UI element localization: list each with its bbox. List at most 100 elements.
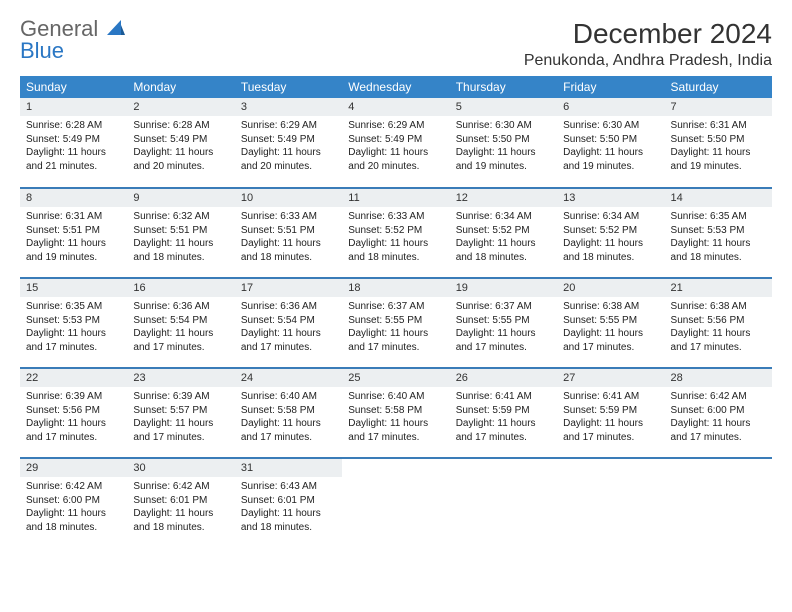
day-number: 10 — [235, 189, 342, 207]
day-cell — [665, 458, 772, 548]
day-cell: 8Sunrise: 6:31 AMSunset: 5:51 PMDaylight… — [20, 188, 127, 278]
day-cell: 11Sunrise: 6:33 AMSunset: 5:52 PMDayligh… — [342, 188, 449, 278]
day-cell: 4Sunrise: 6:29 AMSunset: 5:49 PMDaylight… — [342, 98, 449, 188]
day-data: Sunrise: 6:40 AMSunset: 5:58 PMDaylight:… — [235, 387, 342, 450]
day-number: 2 — [127, 98, 234, 116]
day-number: 13 — [557, 189, 664, 207]
day-cell: 29Sunrise: 6:42 AMSunset: 6:00 PMDayligh… — [20, 458, 127, 548]
day-data: Sunrise: 6:33 AMSunset: 5:51 PMDaylight:… — [235, 207, 342, 270]
day-number: 5 — [450, 98, 557, 116]
day-number: 30 — [127, 459, 234, 477]
weekday-header: Monday — [127, 76, 234, 98]
day-number: 21 — [665, 279, 772, 297]
day-data: Sunrise: 6:34 AMSunset: 5:52 PMDaylight:… — [557, 207, 664, 270]
day-number: 12 — [450, 189, 557, 207]
day-number: 17 — [235, 279, 342, 297]
day-data: Sunrise: 6:37 AMSunset: 5:55 PMDaylight:… — [342, 297, 449, 360]
day-data: Sunrise: 6:36 AMSunset: 5:54 PMDaylight:… — [235, 297, 342, 360]
day-cell: 15Sunrise: 6:35 AMSunset: 5:53 PMDayligh… — [20, 278, 127, 368]
day-number: 26 — [450, 369, 557, 387]
day-data: Sunrise: 6:28 AMSunset: 5:49 PMDaylight:… — [127, 116, 234, 179]
day-number: 9 — [127, 189, 234, 207]
day-cell: 19Sunrise: 6:37 AMSunset: 5:55 PMDayligh… — [450, 278, 557, 368]
day-cell: 18Sunrise: 6:37 AMSunset: 5:55 PMDayligh… — [342, 278, 449, 368]
day-data: Sunrise: 6:39 AMSunset: 5:57 PMDaylight:… — [127, 387, 234, 450]
day-cell: 2Sunrise: 6:28 AMSunset: 5:49 PMDaylight… — [127, 98, 234, 188]
day-cell: 27Sunrise: 6:41 AMSunset: 5:59 PMDayligh… — [557, 368, 664, 458]
day-cell: 28Sunrise: 6:42 AMSunset: 6:00 PMDayligh… — [665, 368, 772, 458]
day-cell: 17Sunrise: 6:36 AMSunset: 5:54 PMDayligh… — [235, 278, 342, 368]
day-number: 3 — [235, 98, 342, 116]
day-cell: 31Sunrise: 6:43 AMSunset: 6:01 PMDayligh… — [235, 458, 342, 548]
day-cell — [557, 458, 664, 548]
day-cell: 6Sunrise: 6:30 AMSunset: 5:50 PMDaylight… — [557, 98, 664, 188]
day-cell: 24Sunrise: 6:40 AMSunset: 5:58 PMDayligh… — [235, 368, 342, 458]
day-number: 6 — [557, 98, 664, 116]
weekday-header: Friday — [557, 76, 664, 98]
day-number: 22 — [20, 369, 127, 387]
day-data: Sunrise: 6:38 AMSunset: 5:56 PMDaylight:… — [665, 297, 772, 360]
day-cell: 13Sunrise: 6:34 AMSunset: 5:52 PMDayligh… — [557, 188, 664, 278]
day-cell: 23Sunrise: 6:39 AMSunset: 5:57 PMDayligh… — [127, 368, 234, 458]
day-data: Sunrise: 6:30 AMSunset: 5:50 PMDaylight:… — [450, 116, 557, 179]
calendar-body: 1Sunrise: 6:28 AMSunset: 5:49 PMDaylight… — [20, 98, 772, 548]
day-number: 15 — [20, 279, 127, 297]
day-data: Sunrise: 6:31 AMSunset: 5:50 PMDaylight:… — [665, 116, 772, 179]
calendar-head: SundayMondayTuesdayWednesdayThursdayFrid… — [20, 76, 772, 98]
day-number: 1 — [20, 98, 127, 116]
day-cell — [450, 458, 557, 548]
day-cell: 25Sunrise: 6:40 AMSunset: 5:58 PMDayligh… — [342, 368, 449, 458]
calendar-table: SundayMondayTuesdayWednesdayThursdayFrid… — [20, 76, 772, 548]
day-data: Sunrise: 6:40 AMSunset: 5:58 PMDaylight:… — [342, 387, 449, 450]
logo-word-blue: Blue — [20, 38, 64, 63]
day-number: 7 — [665, 98, 772, 116]
day-data: Sunrise: 6:30 AMSunset: 5:50 PMDaylight:… — [557, 116, 664, 179]
day-number: 19 — [450, 279, 557, 297]
day-data: Sunrise: 6:36 AMSunset: 5:54 PMDaylight:… — [127, 297, 234, 360]
sail-icon — [107, 18, 125, 40]
day-number: 18 — [342, 279, 449, 297]
weekday-header: Saturday — [665, 76, 772, 98]
day-number: 27 — [557, 369, 664, 387]
day-data: Sunrise: 6:29 AMSunset: 5:49 PMDaylight:… — [235, 116, 342, 179]
day-cell: 9Sunrise: 6:32 AMSunset: 5:51 PMDaylight… — [127, 188, 234, 278]
day-cell: 20Sunrise: 6:38 AMSunset: 5:55 PMDayligh… — [557, 278, 664, 368]
day-data: Sunrise: 6:28 AMSunset: 5:49 PMDaylight:… — [20, 116, 127, 179]
day-number: 25 — [342, 369, 449, 387]
day-number: 4 — [342, 98, 449, 116]
month-title: December 2024 — [524, 18, 772, 50]
day-data: Sunrise: 6:35 AMSunset: 5:53 PMDaylight:… — [665, 207, 772, 270]
day-number: 20 — [557, 279, 664, 297]
day-data: Sunrise: 6:31 AMSunset: 5:51 PMDaylight:… — [20, 207, 127, 270]
day-number: 24 — [235, 369, 342, 387]
day-data: Sunrise: 6:42 AMSunset: 6:00 PMDaylight:… — [665, 387, 772, 450]
day-number: 29 — [20, 459, 127, 477]
title-block: December 2024 Penukonda, Andhra Pradesh,… — [524, 18, 772, 70]
day-cell: 3Sunrise: 6:29 AMSunset: 5:49 PMDaylight… — [235, 98, 342, 188]
day-cell: 7Sunrise: 6:31 AMSunset: 5:50 PMDaylight… — [665, 98, 772, 188]
day-data: Sunrise: 6:29 AMSunset: 5:49 PMDaylight:… — [342, 116, 449, 179]
day-data: Sunrise: 6:32 AMSunset: 5:51 PMDaylight:… — [127, 207, 234, 270]
day-cell — [342, 458, 449, 548]
day-cell: 1Sunrise: 6:28 AMSunset: 5:49 PMDaylight… — [20, 98, 127, 188]
day-data: Sunrise: 6:41 AMSunset: 5:59 PMDaylight:… — [450, 387, 557, 450]
day-data: Sunrise: 6:38 AMSunset: 5:55 PMDaylight:… — [557, 297, 664, 360]
day-data: Sunrise: 6:34 AMSunset: 5:52 PMDaylight:… — [450, 207, 557, 270]
day-cell: 14Sunrise: 6:35 AMSunset: 5:53 PMDayligh… — [665, 188, 772, 278]
weekday-header: Tuesday — [235, 76, 342, 98]
day-number: 28 — [665, 369, 772, 387]
day-data: Sunrise: 6:43 AMSunset: 6:01 PMDaylight:… — [235, 477, 342, 540]
day-number: 11 — [342, 189, 449, 207]
day-number: 16 — [127, 279, 234, 297]
day-data: Sunrise: 6:42 AMSunset: 6:01 PMDaylight:… — [127, 477, 234, 540]
day-cell: 12Sunrise: 6:34 AMSunset: 5:52 PMDayligh… — [450, 188, 557, 278]
weekday-header: Sunday — [20, 76, 127, 98]
logo: General Blue — [20, 18, 125, 62]
day-cell: 30Sunrise: 6:42 AMSunset: 6:01 PMDayligh… — [127, 458, 234, 548]
weekday-header: Thursday — [450, 76, 557, 98]
day-cell: 22Sunrise: 6:39 AMSunset: 5:56 PMDayligh… — [20, 368, 127, 458]
day-data: Sunrise: 6:37 AMSunset: 5:55 PMDaylight:… — [450, 297, 557, 360]
day-data: Sunrise: 6:41 AMSunset: 5:59 PMDaylight:… — [557, 387, 664, 450]
day-cell: 16Sunrise: 6:36 AMSunset: 5:54 PMDayligh… — [127, 278, 234, 368]
day-number: 23 — [127, 369, 234, 387]
